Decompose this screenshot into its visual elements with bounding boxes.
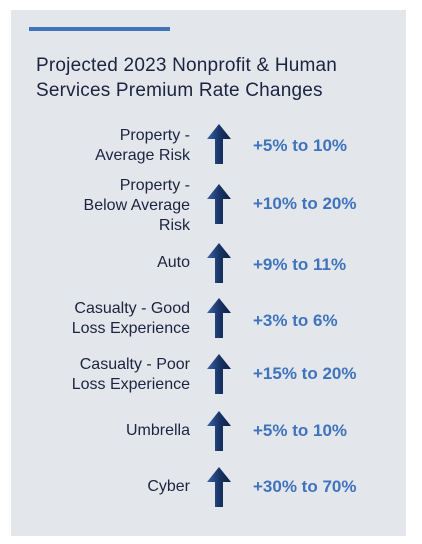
up-arrow-icon <box>207 124 231 164</box>
row-label-line: Casualty - Good <box>74 300 190 317</box>
row-value: +15% to 20% <box>253 364 357 383</box>
title-line-2: Services Premium Rate Changes <box>36 80 323 101</box>
row-label: Auto <box>157 253 190 273</box>
row-value: +9% to 11% <box>253 255 347 274</box>
row-value: +5% to 10% <box>253 421 348 440</box>
row-label-line: Auto <box>157 254 190 271</box>
row-label: Cyber <box>147 477 190 497</box>
row-value: +10% to 20% <box>253 194 357 213</box>
row-label: Property - Below Average Risk <box>84 176 190 236</box>
accent-bar <box>29 27 170 31</box>
row-label-line: Average Risk <box>95 147 190 164</box>
row-label-line: Property - <box>119 177 190 194</box>
row-label-line: Casualty - Poor <box>79 356 190 373</box>
row-label-line: Below Average <box>83 197 190 214</box>
panel-title: Projected 2023 Nonprofit & Human Service… <box>36 53 396 103</box>
row-value: +3% to 6% <box>253 311 338 330</box>
row-label-line: Loss Experience <box>71 320 190 337</box>
row-label-line: Cyber <box>147 478 190 495</box>
title-line-1: Projected 2023 Nonprofit & Human <box>36 55 338 76</box>
row-label-line: Property - <box>119 127 190 144</box>
up-arrow-icon <box>207 411 231 451</box>
row-label: Casualty - Good Loss Experience <box>72 299 190 339</box>
row-value: +30% to 70% <box>253 477 357 496</box>
up-arrow-icon <box>207 243 231 283</box>
row-label-line: Umbrella <box>125 422 190 439</box>
row-label-line: Risk <box>158 217 190 234</box>
up-arrow-icon <box>207 298 231 338</box>
row-label: Casualty - Poor Loss Experience <box>72 355 190 395</box>
up-arrow-icon <box>207 467 231 507</box>
row-value: +5% to 10% <box>253 136 348 155</box>
rate-changes-panel: Projected 2023 Nonprofit & Human Service… <box>11 10 406 536</box>
row-label: Property - Average Risk <box>95 126 190 166</box>
row-label: Umbrella <box>126 421 190 441</box>
up-arrow-icon <box>207 354 231 394</box>
row-label-line: Loss Experience <box>71 376 190 393</box>
up-arrow-icon <box>207 184 231 224</box>
